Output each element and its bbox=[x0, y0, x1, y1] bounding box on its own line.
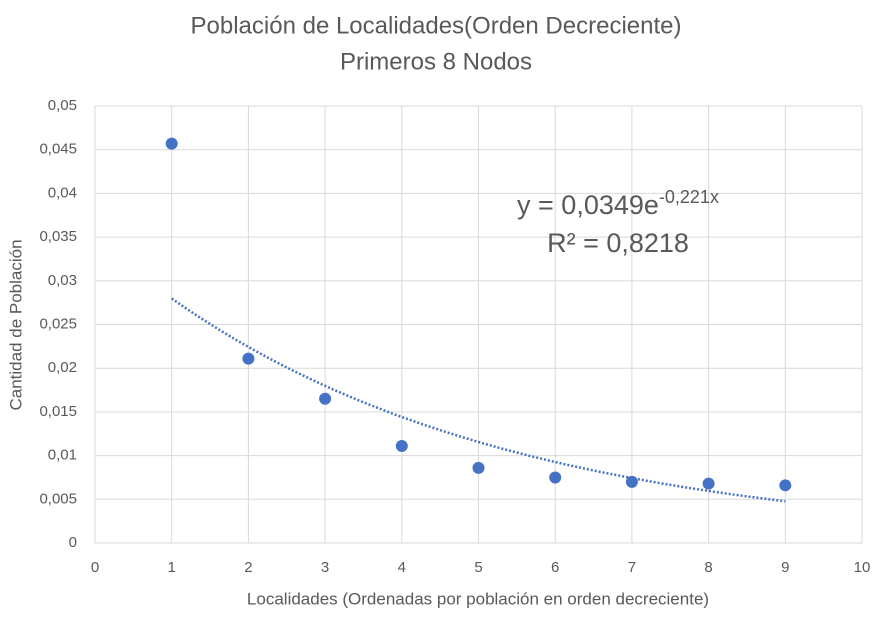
y-tick-label: 0,035 bbox=[39, 228, 77, 245]
point bbox=[549, 471, 562, 484]
y-tick-label: 0,045 bbox=[39, 141, 77, 158]
point bbox=[395, 439, 408, 452]
x-tick-label: 4 bbox=[398, 559, 406, 576]
x-tick-label: 8 bbox=[704, 559, 712, 576]
y-tick-label: 0,01 bbox=[48, 447, 77, 464]
trend-equation: y = 0,0349e-0,221x bbox=[517, 187, 719, 220]
chart-subtitle: Primeros 8 Nodos bbox=[340, 48, 532, 75]
y-tick-label: 0,015 bbox=[39, 403, 77, 420]
x-tick-label: 1 bbox=[168, 559, 176, 576]
x-tick-label: 2 bbox=[244, 559, 252, 576]
y-tick-label: 0,05 bbox=[48, 97, 77, 114]
point bbox=[779, 479, 792, 492]
y-tick-label: 0,04 bbox=[48, 184, 77, 201]
trendline bbox=[170, 297, 786, 503]
y-tick-label: 0,02 bbox=[48, 359, 77, 376]
x-axis-title: Localidades (Ordenadas por población en … bbox=[247, 589, 709, 608]
y-tick-label: 0,03 bbox=[48, 272, 77, 289]
x-tick-label: 0 bbox=[91, 559, 99, 576]
x-tick-label: 6 bbox=[551, 559, 559, 576]
point bbox=[625, 475, 638, 488]
x-tick-label: 5 bbox=[474, 559, 482, 576]
point bbox=[472, 461, 485, 474]
point bbox=[242, 352, 255, 365]
y-tick-label: 0,025 bbox=[39, 315, 77, 332]
grid bbox=[94, 105, 863, 544]
x-tick-label: 10 bbox=[854, 559, 871, 576]
x-tick-label: 7 bbox=[628, 559, 636, 576]
equation-exponent: -0,221x bbox=[659, 187, 719, 207]
point bbox=[319, 392, 332, 405]
x-tick-label: 3 bbox=[321, 559, 329, 576]
equation-text: y = 0,0349e bbox=[517, 190, 659, 220]
r-squared: R² = 0,8218 bbox=[547, 228, 689, 258]
point bbox=[165, 137, 178, 150]
y-axis-title: Cantidad de Población bbox=[6, 239, 25, 410]
x-tick-label: 9 bbox=[781, 559, 789, 576]
y-tick-label: 0 bbox=[69, 534, 77, 551]
y-tick-label: 0,005 bbox=[39, 490, 77, 507]
point bbox=[702, 477, 715, 490]
chart-title: Población de Localidades(Orden Decrecien… bbox=[191, 12, 682, 39]
